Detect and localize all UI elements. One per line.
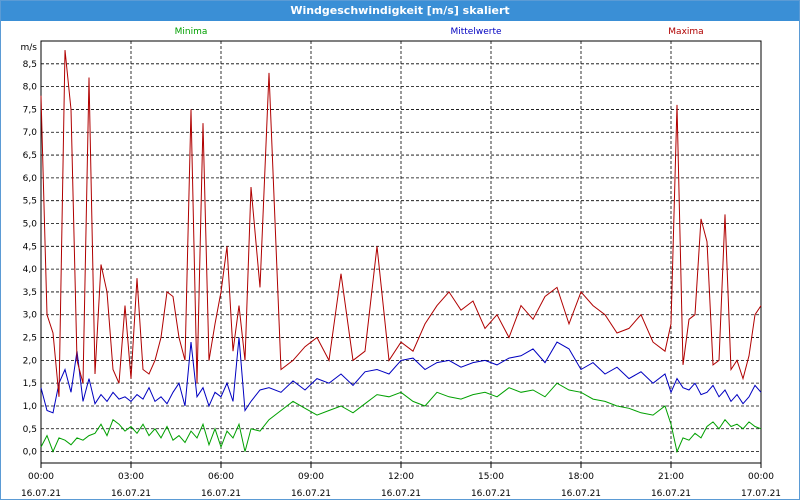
y-tick-label: 5,5: [23, 197, 37, 207]
y-tick-label: 6,5: [23, 151, 37, 161]
x-tick-date: 16.07.21: [381, 489, 421, 499]
y-axis-unit: m/s: [21, 43, 38, 53]
y-tick-label: 2,0: [23, 356, 38, 366]
y-tick-label: 0,5: [23, 425, 37, 435]
series-line-minima: [40, 382, 762, 454]
y-tick-label: 7,0: [23, 128, 38, 138]
y-tick-label: 5,0: [23, 219, 38, 229]
series-line-maxima: [40, 50, 762, 397]
x-tick-date: 16.07.21: [21, 489, 61, 499]
y-tick-label: 7,5: [23, 105, 37, 115]
x-tick-date: 16.07.21: [561, 489, 601, 499]
x-tick-date: 16.07.21: [201, 489, 241, 499]
y-tick-label: 1,0: [23, 402, 38, 412]
x-tick-date: 16.07.21: [651, 489, 691, 499]
y-tick-label: 8,0: [23, 83, 38, 93]
x-tick-date: 16.07.21: [291, 489, 331, 499]
window-title: Windgeschwindigkeit [m/s] skaliert: [1, 1, 799, 21]
legend-minima: Minima: [175, 27, 208, 37]
y-tick-label: 4,0: [23, 265, 38, 275]
y-tick-label: 6,0: [23, 174, 38, 184]
y-tick-label: 0,0: [23, 448, 38, 458]
x-tick-time: 00:00: [748, 472, 774, 482]
x-tick-date: 16.07.21: [111, 489, 151, 499]
y-tick-label: 2,5: [23, 334, 37, 344]
x-tick-time: 21:00: [658, 472, 684, 482]
x-tick-time: 06:00: [208, 472, 234, 482]
y-tick-label: 1,5: [23, 379, 37, 389]
y-tick-label: 4,5: [23, 242, 37, 252]
x-tick-time: 09:00: [298, 472, 324, 482]
x-tick-time: 03:00: [118, 472, 144, 482]
x-tick-date: 17.07.21: [741, 489, 781, 499]
y-tick-label: 3,5: [23, 288, 37, 298]
x-tick-time: 00:00: [28, 472, 54, 482]
x-tick-time: 15:00: [478, 472, 504, 482]
y-tick-label: 8,5: [23, 60, 37, 70]
x-tick-time: 12:00: [388, 472, 414, 482]
legend-mittelwerte: Mittelwerte: [450, 27, 501, 37]
wind-speed-chart: 0,0 0,5 1,0 1,5 2,0 2,5 3,0 3,5 4,0 4,5 5,0 5,5 6,0 6…: [21, 27, 782, 499]
x-tick-time: 18:00: [568, 472, 594, 482]
y-tick-label: 3,0: [23, 311, 38, 321]
legend-maxima: Maxima: [668, 27, 703, 37]
x-tick-date: 16.07.21: [471, 489, 511, 499]
series-line-mittelwerte: [40, 337, 762, 414]
